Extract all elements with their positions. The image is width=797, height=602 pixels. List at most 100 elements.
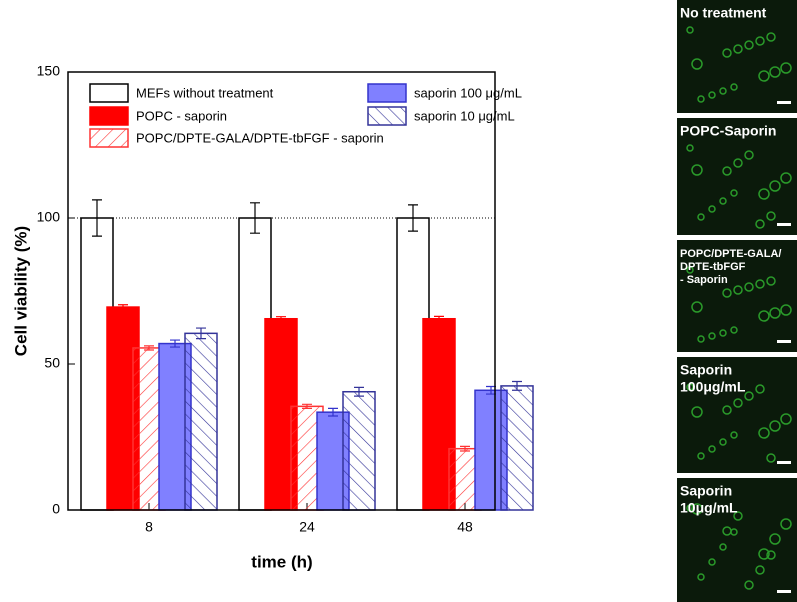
cell — [733, 285, 743, 295]
cell — [769, 66, 781, 78]
cell — [691, 503, 703, 515]
x-tick-label: 24 — [299, 519, 315, 535]
cell — [769, 420, 781, 432]
panel-label: POPC-Saporin — [680, 123, 776, 139]
error-bar — [302, 403, 312, 409]
cell — [733, 511, 743, 521]
scale-bar — [777, 101, 791, 104]
cell — [722, 405, 732, 415]
cell — [744, 150, 754, 160]
error-bar — [144, 345, 154, 351]
legend-swatch — [367, 83, 407, 103]
error-bar — [434, 315, 444, 322]
cell — [780, 304, 792, 316]
legend-label: POPC - saporin — [136, 108, 227, 123]
cell — [722, 166, 732, 176]
cell — [780, 172, 792, 184]
panel-label: 100μg/mL — [680, 379, 746, 395]
error-bar — [354, 386, 364, 397]
cell — [719, 87, 727, 95]
cell — [744, 391, 754, 401]
error-bar — [328, 407, 338, 417]
cell — [691, 58, 703, 70]
plot-frame — [67, 71, 496, 511]
error-bar — [408, 204, 418, 232]
legend-swatch — [89, 128, 129, 148]
micrograph — [677, 478, 797, 602]
scale-bar — [777, 461, 791, 464]
panel-label: - Saporin — [680, 274, 728, 286]
cell — [766, 453, 776, 463]
cell — [769, 533, 781, 545]
micrograph — [677, 118, 797, 235]
cell — [686, 266, 694, 274]
cell — [722, 48, 732, 58]
cell — [780, 518, 792, 530]
legend-swatch — [89, 106, 129, 126]
scale-bar — [777, 340, 791, 343]
cell — [755, 279, 765, 289]
y-axis-label: Cell viability (%) — [11, 226, 30, 356]
legend-label: saporin 10 μg/mL — [414, 108, 515, 123]
cell — [733, 44, 743, 54]
legend-swatch — [367, 106, 407, 126]
cell — [766, 211, 776, 221]
cell — [758, 188, 770, 200]
cell — [730, 431, 738, 439]
cell — [758, 548, 770, 560]
cell — [697, 573, 705, 581]
cell — [691, 301, 703, 313]
cell — [719, 197, 727, 205]
x-tick-label: 48 — [457, 519, 473, 535]
cell — [686, 26, 694, 34]
cell — [719, 329, 727, 337]
cell — [686, 504, 694, 512]
cell — [708, 558, 716, 566]
panel-label: No treatment — [680, 5, 767, 21]
micrograph — [677, 0, 797, 113]
cell — [766, 550, 776, 560]
error-bar — [196, 327, 206, 340]
error-bar — [250, 202, 260, 234]
y-tick-label: 150 — [37, 63, 61, 79]
error-bar — [170, 339, 180, 348]
cell — [697, 213, 705, 221]
cell — [755, 219, 765, 229]
legend-swatch — [89, 83, 129, 103]
cell — [755, 565, 765, 575]
cell — [708, 205, 716, 213]
micrograph — [677, 240, 797, 352]
cell — [730, 189, 738, 197]
cell — [730, 528, 738, 536]
panel-label: Saporin — [680, 362, 732, 378]
cell — [691, 406, 703, 418]
y-tick-label: 100 — [37, 209, 61, 225]
error-bar — [92, 199, 102, 237]
cell — [697, 95, 705, 103]
y-tick-label: 0 — [52, 501, 60, 517]
cell — [708, 332, 716, 340]
legend-label: POPC/DPTE-GALA/DPTE-tbFGF - saporin — [136, 130, 384, 145]
x-axis-label: time (h) — [251, 552, 312, 571]
error-bar — [276, 316, 286, 322]
cell — [744, 580, 754, 590]
bar — [500, 385, 534, 511]
cell — [691, 164, 703, 176]
cell — [733, 398, 743, 408]
panel-label: 10μg/mL — [680, 500, 738, 516]
cell — [730, 326, 738, 334]
cell — [708, 445, 716, 453]
cell — [758, 310, 770, 322]
cell — [780, 62, 792, 74]
x-tick-label: 8 — [145, 519, 153, 535]
panel-label: POPC/DPTE-GALA/ — [680, 248, 781, 260]
cell — [758, 70, 770, 82]
error-bar — [118, 304, 128, 310]
cell — [722, 288, 732, 298]
scale-bar — [777, 223, 791, 226]
error-bar — [512, 380, 522, 391]
bar — [342, 390, 376, 511]
cell — [708, 91, 716, 99]
cell — [755, 36, 765, 46]
cell — [719, 543, 727, 551]
